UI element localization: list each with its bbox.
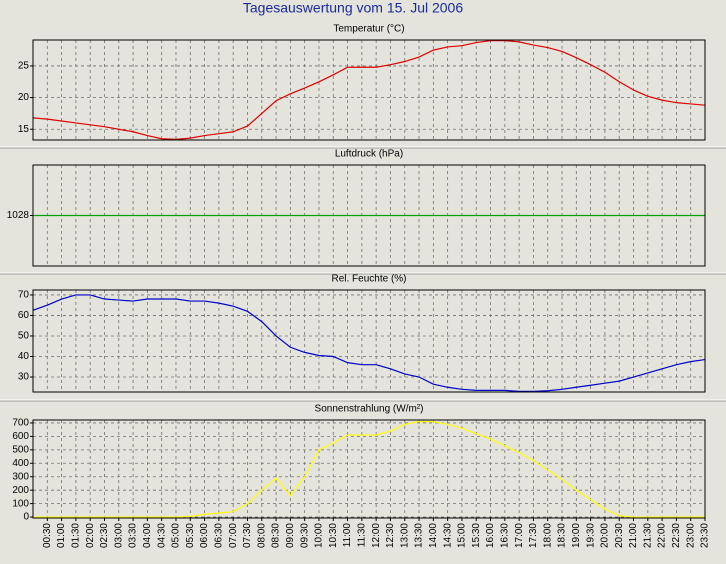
panel-title: Luftdruck (hPa) bbox=[335, 149, 403, 160]
x-tick-label: 09:30 bbox=[299, 523, 310, 548]
x-tick-label: 22:30 bbox=[671, 523, 682, 548]
x-tick-label: 15:00 bbox=[457, 523, 468, 548]
x-tick-label: 11:30 bbox=[356, 523, 367, 548]
y-tick-label: 20 bbox=[18, 92, 30, 103]
x-tick-label: 05:00 bbox=[171, 523, 182, 548]
panel-title: Temperatur (°C) bbox=[333, 24, 404, 35]
y-tick-label: 500 bbox=[12, 444, 29, 455]
y-tick-label: 400 bbox=[12, 458, 29, 469]
x-tick-label: 18:30 bbox=[557, 523, 568, 548]
y-tick-label: 30 bbox=[18, 372, 30, 383]
x-tick-label: 02:00 bbox=[85, 523, 96, 548]
y-tick-label: 600 bbox=[12, 431, 29, 442]
page-title: Tagesauswertung vom 15. Jul 2006 bbox=[243, 0, 463, 16]
x-tick-label: 06:00 bbox=[199, 523, 210, 548]
data-line bbox=[33, 294, 705, 392]
y-tick-label: 15 bbox=[18, 124, 30, 135]
x-tick-label: 23:30 bbox=[700, 523, 711, 548]
x-tick-label: 03:30 bbox=[128, 523, 139, 548]
x-tick-label: 16:00 bbox=[485, 523, 496, 548]
x-tick-label: 11:00 bbox=[342, 523, 353, 548]
x-tick-label: 20:00 bbox=[600, 523, 611, 548]
y-tick-label: 60 bbox=[18, 310, 30, 321]
x-tick-label: 04:00 bbox=[142, 523, 153, 548]
x-tick-label: 08:00 bbox=[256, 523, 267, 548]
x-tick-label: 13:00 bbox=[399, 523, 410, 548]
x-tick-label: 21:30 bbox=[642, 523, 653, 548]
y-tick-label: 50 bbox=[18, 331, 30, 342]
x-tick-label: 07:30 bbox=[242, 523, 253, 548]
x-tick-label: 14:00 bbox=[428, 523, 439, 548]
x-tick-label: 10:30 bbox=[328, 523, 339, 548]
x-tick-label: 14:30 bbox=[442, 523, 453, 548]
x-tick-label: 22:00 bbox=[657, 523, 668, 548]
y-tick-label: 700 bbox=[12, 418, 29, 429]
x-tick-label: 04:30 bbox=[156, 523, 167, 548]
x-tick-label: 02:30 bbox=[99, 523, 110, 548]
x-tick-label: 21:00 bbox=[628, 523, 639, 548]
plot-frame bbox=[32, 289, 706, 393]
data-line bbox=[33, 40, 705, 140]
x-tick-label: 03:00 bbox=[113, 523, 124, 548]
x-tick-label: 17:30 bbox=[528, 523, 539, 548]
x-tick-label: 17:00 bbox=[514, 523, 525, 548]
panel-title: Rel. Feuchte (%) bbox=[331, 274, 406, 285]
x-tick-label: 01:00 bbox=[56, 523, 67, 548]
x-tick-label: 23:00 bbox=[685, 523, 696, 548]
panel-title: Sonnenstrahlung (W/m²) bbox=[315, 404, 424, 415]
x-tick-label: 01:30 bbox=[71, 523, 82, 548]
plot-frame bbox=[32, 39, 706, 141]
y-tick-label: 300 bbox=[12, 471, 29, 482]
y-tick-label: 0 bbox=[23, 512, 29, 523]
y-tick-label: 40 bbox=[18, 351, 30, 362]
x-tick-label: 20:30 bbox=[614, 523, 625, 548]
x-tick-label: 08:30 bbox=[271, 523, 282, 548]
y-tick-label: 25 bbox=[18, 61, 30, 72]
x-tick-label: 00:30 bbox=[42, 523, 53, 548]
plot-area bbox=[33, 40, 705, 140]
x-tick-label: 10:00 bbox=[314, 523, 325, 548]
x-tick-label: 19:30 bbox=[585, 523, 596, 548]
y-tick-label: 70 bbox=[18, 290, 30, 301]
x-tick-label: 05:30 bbox=[185, 523, 196, 548]
x-tick-label: 12:30 bbox=[385, 523, 396, 548]
plot-area bbox=[33, 290, 705, 392]
x-tick-label: 19:00 bbox=[571, 523, 582, 548]
x-tick-label: 07:00 bbox=[228, 523, 239, 548]
y-tick-label: 1028 bbox=[7, 210, 30, 221]
x-tick-label: 12:00 bbox=[371, 523, 382, 548]
x-tick-label: 06:30 bbox=[214, 523, 225, 548]
data-line bbox=[33, 421, 705, 518]
x-tick-label: 09:00 bbox=[285, 523, 296, 548]
plot-frame bbox=[32, 419, 706, 519]
x-tick-label: 13:30 bbox=[414, 523, 425, 548]
x-tick-label: 18:00 bbox=[542, 523, 553, 548]
y-tick-label: 200 bbox=[12, 485, 29, 496]
x-tick-label: 15:30 bbox=[471, 523, 482, 548]
y-tick-label: 100 bbox=[12, 498, 29, 509]
plot-frame bbox=[32, 164, 706, 267]
x-tick-label: 16:30 bbox=[499, 523, 510, 548]
